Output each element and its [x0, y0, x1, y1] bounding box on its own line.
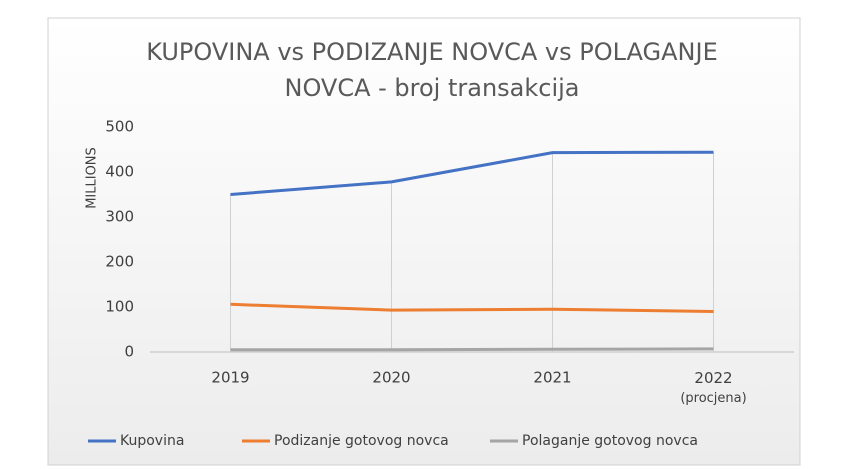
legend-label: Polaganje gotovog novca [522, 433, 698, 449]
y-tick-label: 0 [124, 343, 134, 361]
chart-title: KUPOVINA vs PODIZANJE NOVCA vs POLAGANJE… [146, 38, 718, 102]
x-tick-label: 2020 [372, 369, 410, 387]
legend-label: Podizanje gotovog novca [274, 433, 449, 449]
y-tick-label: 500 [105, 118, 134, 136]
y-tick-label: 300 [105, 208, 134, 226]
chart-frame [47, 17, 801, 466]
series-line [230, 150, 714, 196]
series-line [230, 347, 714, 352]
series-line [230, 302, 714, 313]
x-tick-label: 2022 (procjena) [680, 369, 746, 406]
x-tick-label: 2019 [211, 369, 249, 387]
x-tick-label: 2021 [533, 369, 571, 387]
y-tick-label: 200 [105, 253, 134, 271]
y-tick-label: 100 [105, 298, 134, 316]
legend-label: Kupovina [120, 433, 184, 449]
y-axis-label: MILLIONS [85, 147, 100, 209]
y-tick-label: 400 [105, 163, 134, 181]
